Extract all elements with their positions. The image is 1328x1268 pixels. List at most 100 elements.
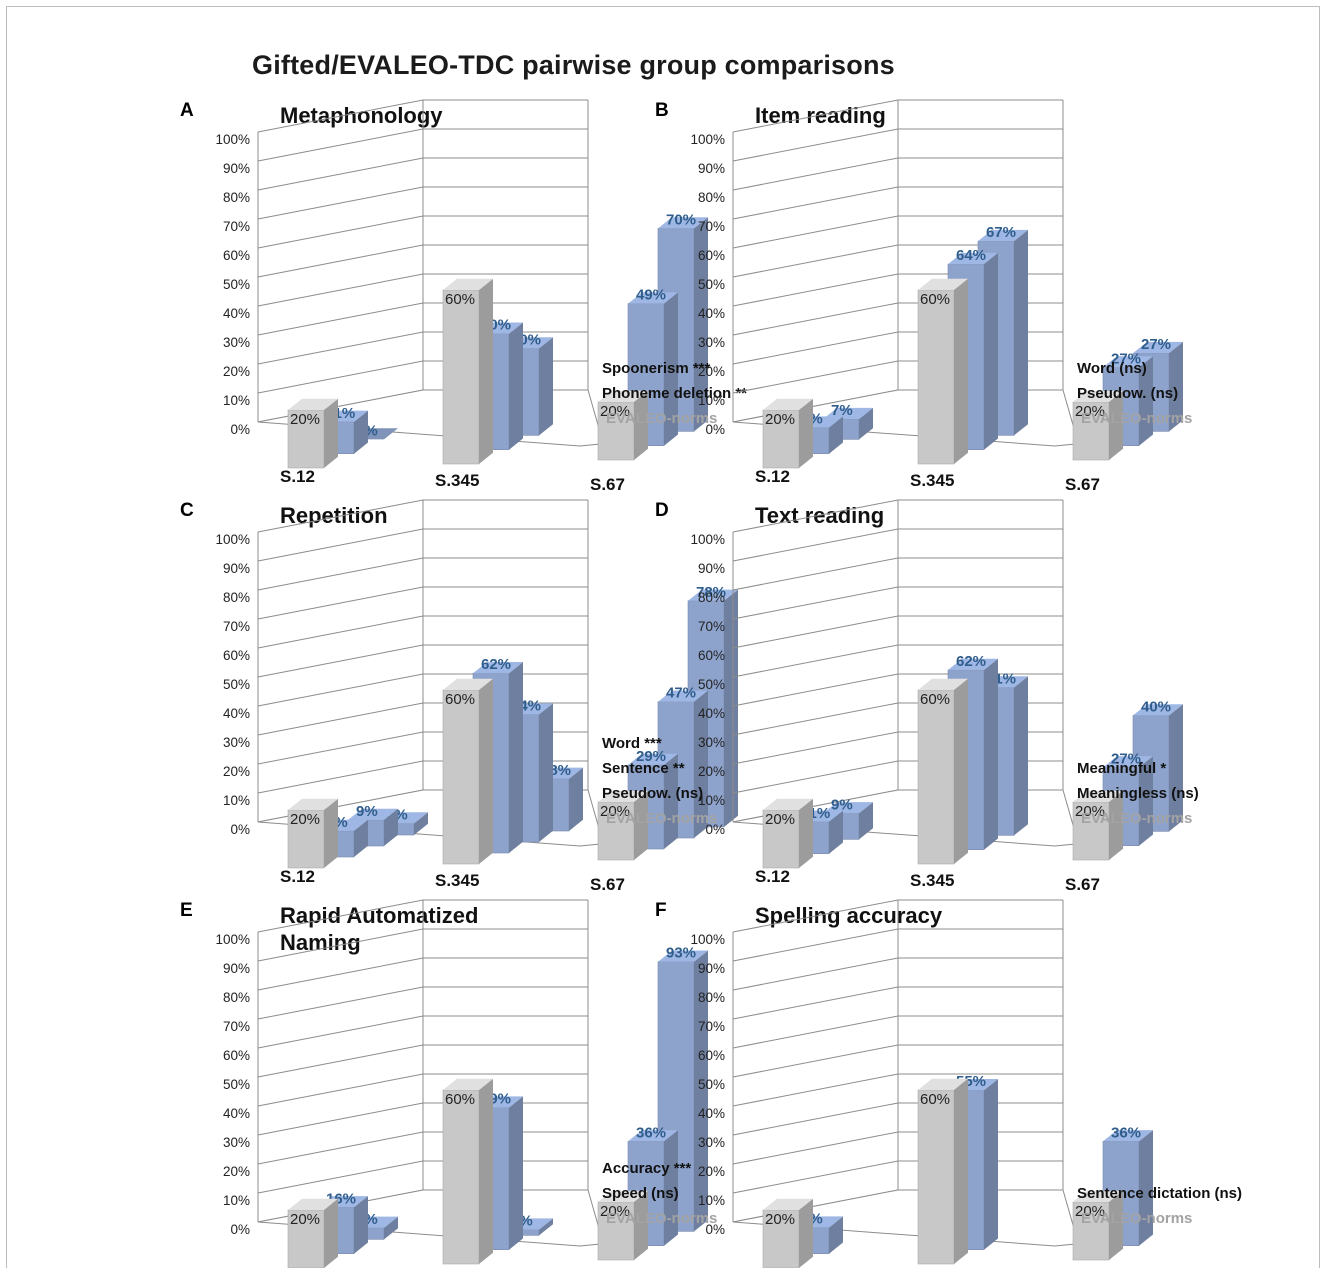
data-label: 20% bbox=[290, 811, 320, 828]
bar bbox=[917, 1078, 968, 1265]
y-tick-label: 70% bbox=[223, 219, 250, 234]
bar-top bbox=[763, 1198, 813, 1210]
bar bbox=[287, 1198, 338, 1268]
y-tick-label: 30% bbox=[698, 335, 725, 350]
bar bbox=[1072, 1190, 1123, 1261]
data-label: 60% bbox=[445, 1091, 475, 1108]
panel-f: F Spelling accuracy 0% 10% 20% 30% 40% 50% 60%… bbox=[655, 899, 1242, 1268]
legend-entry: EVALEO-norms bbox=[606, 410, 717, 427]
chart-plot: 0%10%20%30%40%50%60%70%80%90%100%0%30%70… bbox=[215, 99, 747, 494]
y-tick-label: 10% bbox=[698, 793, 725, 808]
bar-side bbox=[694, 217, 708, 432]
legend-entry: Pseudow. (ns) bbox=[1077, 385, 1178, 402]
y-tick-label: 90% bbox=[698, 161, 725, 176]
legend-entry: Sentence dictation (ns) bbox=[1077, 1185, 1242, 1202]
bar-top bbox=[823, 407, 873, 420]
bar-side bbox=[509, 1096, 523, 1250]
bar bbox=[1072, 390, 1123, 461]
bar-top bbox=[443, 278, 493, 290]
bar-top bbox=[1103, 756, 1153, 768]
y-tick-label: 0% bbox=[230, 1222, 250, 1237]
data-label: 20% bbox=[600, 403, 630, 420]
y-tick-label: 30% bbox=[223, 735, 250, 750]
bar-top bbox=[1103, 356, 1153, 368]
legend-entry: Word (ns) bbox=[1077, 360, 1147, 377]
bar-front bbox=[762, 409, 800, 469]
bar-side bbox=[859, 802, 873, 840]
y-tick-label: 20% bbox=[223, 364, 250, 379]
y-tick-label: 100% bbox=[690, 932, 725, 947]
bar-side bbox=[324, 798, 338, 868]
y-tick-label: 20% bbox=[698, 764, 725, 779]
chart-plot: 0% 10% 20% 30% 40% 50% 60% 70% 80% 90% 100% 7% 67% 27… bbox=[690, 99, 1192, 494]
bar-front bbox=[597, 401, 635, 461]
y-tick-label: 90% bbox=[698, 961, 725, 976]
data-label: 20% bbox=[1075, 403, 1105, 420]
bar-side bbox=[479, 1078, 493, 1264]
y-tick-label: 40% bbox=[223, 1106, 250, 1121]
panel-letter: A bbox=[180, 100, 194, 121]
bar-top bbox=[918, 1078, 968, 1090]
y-tick-label: 20% bbox=[223, 764, 250, 779]
bar-side bbox=[324, 398, 338, 468]
x-tick-label: S.67 bbox=[590, 475, 625, 494]
bar-side bbox=[664, 753, 678, 849]
panel-title: Rapid Automatized Naming bbox=[280, 903, 479, 955]
bar-side bbox=[859, 407, 873, 440]
bar-front bbox=[1072, 1201, 1110, 1261]
y-tick-label: 60% bbox=[223, 648, 250, 663]
data-label: 36% bbox=[1111, 1124, 1141, 1141]
bar bbox=[442, 278, 493, 465]
y-tick-label: 60% bbox=[223, 1048, 250, 1063]
legend-entry: Word *** bbox=[602, 735, 662, 752]
panel-d: D Text reading 0% 10% 20% 30% 40% 50% 60% 70% 80… bbox=[655, 499, 1215, 900]
y-tick-label: 60% bbox=[698, 248, 725, 263]
bar-side bbox=[829, 1216, 843, 1254]
y-tick-label: 0% bbox=[705, 422, 725, 437]
y-tick-label: 60% bbox=[698, 1048, 725, 1063]
bar bbox=[597, 390, 648, 461]
bar-top bbox=[628, 1130, 678, 1142]
bar bbox=[287, 798, 338, 869]
data-label: 49% bbox=[636, 287, 666, 304]
bar-top bbox=[1073, 1190, 1123, 1202]
data-label: 20% bbox=[290, 411, 320, 428]
panel-a: A Metaphonology 0% 10% 20% 30% 40% 50% 60% 70% 8… bbox=[180, 99, 747, 500]
y-tick-label: 50% bbox=[698, 677, 725, 692]
bar-side bbox=[1014, 229, 1028, 436]
bar-side bbox=[354, 1196, 368, 1254]
y-tick-label: 40% bbox=[698, 706, 725, 721]
x-tick-label: S.67 bbox=[1065, 875, 1100, 894]
figure-border bbox=[6, 6, 1320, 1268]
bar-top bbox=[598, 790, 648, 802]
y-tick-label: 70% bbox=[698, 219, 725, 234]
x-tick-label: S.67 bbox=[1065, 475, 1100, 494]
y-tick-label: 90% bbox=[223, 961, 250, 976]
bar bbox=[917, 278, 968, 465]
bar-top bbox=[658, 690, 708, 702]
bar bbox=[597, 1190, 648, 1261]
y-tick-label: 80% bbox=[698, 990, 725, 1005]
bar-top bbox=[288, 398, 338, 410]
bar-side bbox=[569, 767, 583, 831]
bar-side bbox=[954, 278, 968, 464]
y-tick-label: 80% bbox=[698, 590, 725, 605]
y-tick-label: 100% bbox=[215, 132, 250, 147]
y-tick-label: 30% bbox=[698, 735, 725, 750]
y-tick-label: 50% bbox=[223, 677, 250, 692]
y-tick-label: 0% bbox=[230, 422, 250, 437]
y-tick-label: 30% bbox=[698, 1135, 725, 1150]
bar-front bbox=[442, 689, 480, 865]
data-label: 60% bbox=[920, 1091, 950, 1108]
y-tick-label: 60% bbox=[223, 248, 250, 263]
bar-side bbox=[324, 1198, 338, 1268]
bar-top bbox=[1073, 390, 1123, 402]
bar-side bbox=[829, 810, 843, 854]
bar-side bbox=[984, 1079, 998, 1250]
bar-front bbox=[917, 289, 955, 465]
bar-top bbox=[598, 1190, 648, 1202]
bar-front bbox=[917, 1089, 955, 1265]
y-tick-label: 80% bbox=[223, 190, 250, 205]
bar-top bbox=[658, 217, 708, 229]
bar-front bbox=[287, 1209, 325, 1268]
